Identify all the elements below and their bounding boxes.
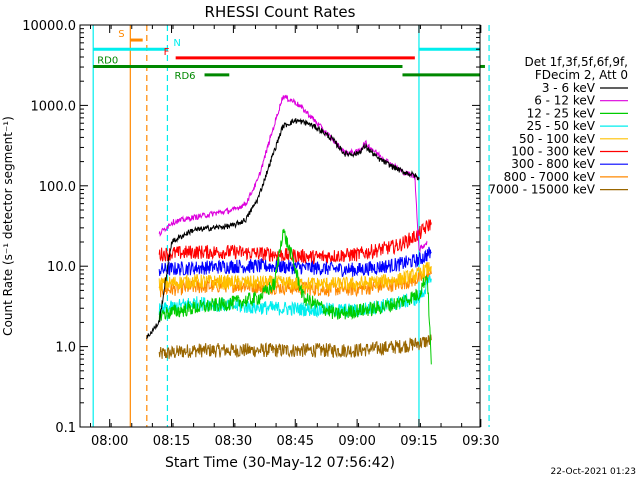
legend-label-3: 25 - 50 keV — [527, 119, 596, 133]
y-tick-label-4: 1000.0 — [31, 99, 77, 114]
y-tick-label-5: 10000.0 — [22, 19, 76, 34]
flag-label-rd0: RD0 — [97, 55, 118, 66]
series-line-2 — [158, 228, 432, 365]
legend-header-line-2: FDecim 2, Att 0 — [535, 68, 628, 82]
x-tick-label-4: 09:00 — [338, 434, 375, 449]
legend-label-1: 6 - 12 keV — [534, 94, 596, 108]
x-tick-label-5: 09:15 — [400, 434, 437, 449]
x-tick-label-6: 09:30 — [462, 434, 499, 449]
y-tick-label-3: 100.0 — [39, 180, 76, 195]
legend-label-2: 12 - 25 keV — [527, 106, 596, 120]
x-tick-label-0: 08:00 — [91, 434, 128, 449]
series-line-8 — [158, 334, 432, 359]
flag-label-rd6: RD6 — [175, 71, 196, 82]
y-axis-label: Count Rate (s⁻¹ detector segment⁻¹) — [1, 116, 15, 336]
series-line-0 — [146, 117, 420, 340]
flag-label-n: N — [173, 38, 180, 49]
y-axis: 0.1 1.0 10.0 100.0 1000.0 10000.0 — [22, 19, 480, 436]
series-line-4 — [158, 261, 432, 292]
series-line-1 — [158, 94, 428, 253]
x-tick-label-2: 08:30 — [215, 434, 252, 449]
legend-label-8: 7000 - 15000 keV — [488, 183, 595, 197]
x-axis: 08:00 08:15 08:30 08:45 09:00 09:15 09:30 — [90, 25, 500, 449]
plot-area: S NF RD0 RD6 — [92, 25, 490, 427]
y-tick-label-2: 10.0 — [47, 260, 76, 275]
flag-label-f: F — [164, 47, 170, 58]
x-tick-label-1: 08:15 — [153, 434, 190, 449]
x-axis-label: Start Time (30-May-12 07:56:42) — [165, 455, 395, 471]
chart-title: RHESSI Count Rates — [205, 3, 356, 21]
flag-label-s: S — [118, 29, 124, 40]
legend-label-5: 100 - 300 keV — [511, 145, 595, 159]
legend: Det 1f,3f,5f,6f,9f, FDecim 2, Att 0 3 - … — [488, 55, 628, 197]
render-timestamp: 22-Oct-2021 01:23 — [551, 467, 636, 477]
y-tick-label-0: 0.1 — [55, 421, 76, 436]
series-line-6 — [158, 246, 432, 278]
legend-label-4: 50 - 100 keV — [519, 132, 596, 146]
series-line-5 — [158, 219, 432, 265]
legend-label-7: 800 - 7000 keV — [504, 170, 596, 184]
legend-header-line-1: Det 1f,3f,5f,6f,9f, — [524, 55, 628, 69]
x-tick-label-3: 08:45 — [277, 434, 314, 449]
plot-frame — [79, 24, 481, 428]
legend-label-0: 3 - 6 keV — [542, 81, 596, 95]
y-tick-label-1: 1.0 — [55, 341, 76, 356]
legend-label-6: 300 - 800 keV — [511, 157, 595, 171]
